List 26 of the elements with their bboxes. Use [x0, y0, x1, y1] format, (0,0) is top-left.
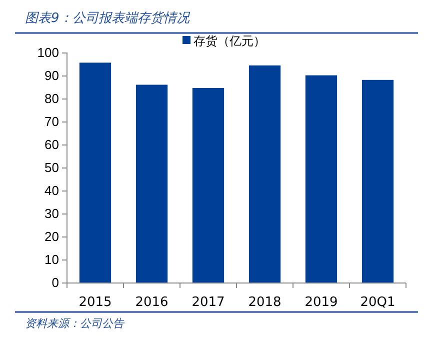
bar	[136, 84, 168, 283]
text: 资料来源：公司公告	[25, 317, 125, 330]
bar	[305, 75, 338, 283]
x-tick-label: 2019	[304, 295, 338, 310]
y-tick-label: 0	[52, 275, 59, 290]
y-tick-label: 100	[37, 45, 59, 60]
bar	[192, 88, 224, 283]
bar	[248, 65, 281, 283]
y-tick-label: 30	[44, 206, 59, 222]
x-tick-label: 2016	[135, 295, 168, 310]
y-tick-label: 50	[44, 160, 59, 176]
y-tick-label: 70	[44, 114, 59, 130]
x-tick-label: 2017	[192, 295, 225, 310]
legend-label: 存货（亿元）	[194, 34, 266, 48]
y-tick-label: 80	[44, 91, 59, 106]
y-tick-label: 60	[44, 137, 59, 152]
y-tick-label: 20	[44, 229, 59, 244]
chart-title: 图表9：公司报表端存货情况	[25, 11, 190, 26]
y-tick-label: 10	[44, 252, 59, 268]
x-tick-label: 2018	[248, 295, 282, 310]
bar	[362, 80, 394, 283]
x-tick-label: 2015	[78, 295, 112, 310]
bar	[79, 62, 112, 283]
x-tick-label: 20Q1	[360, 295, 396, 310]
y-tick-label: 40	[44, 183, 59, 198]
y-tick-label: 90	[44, 68, 59, 84]
